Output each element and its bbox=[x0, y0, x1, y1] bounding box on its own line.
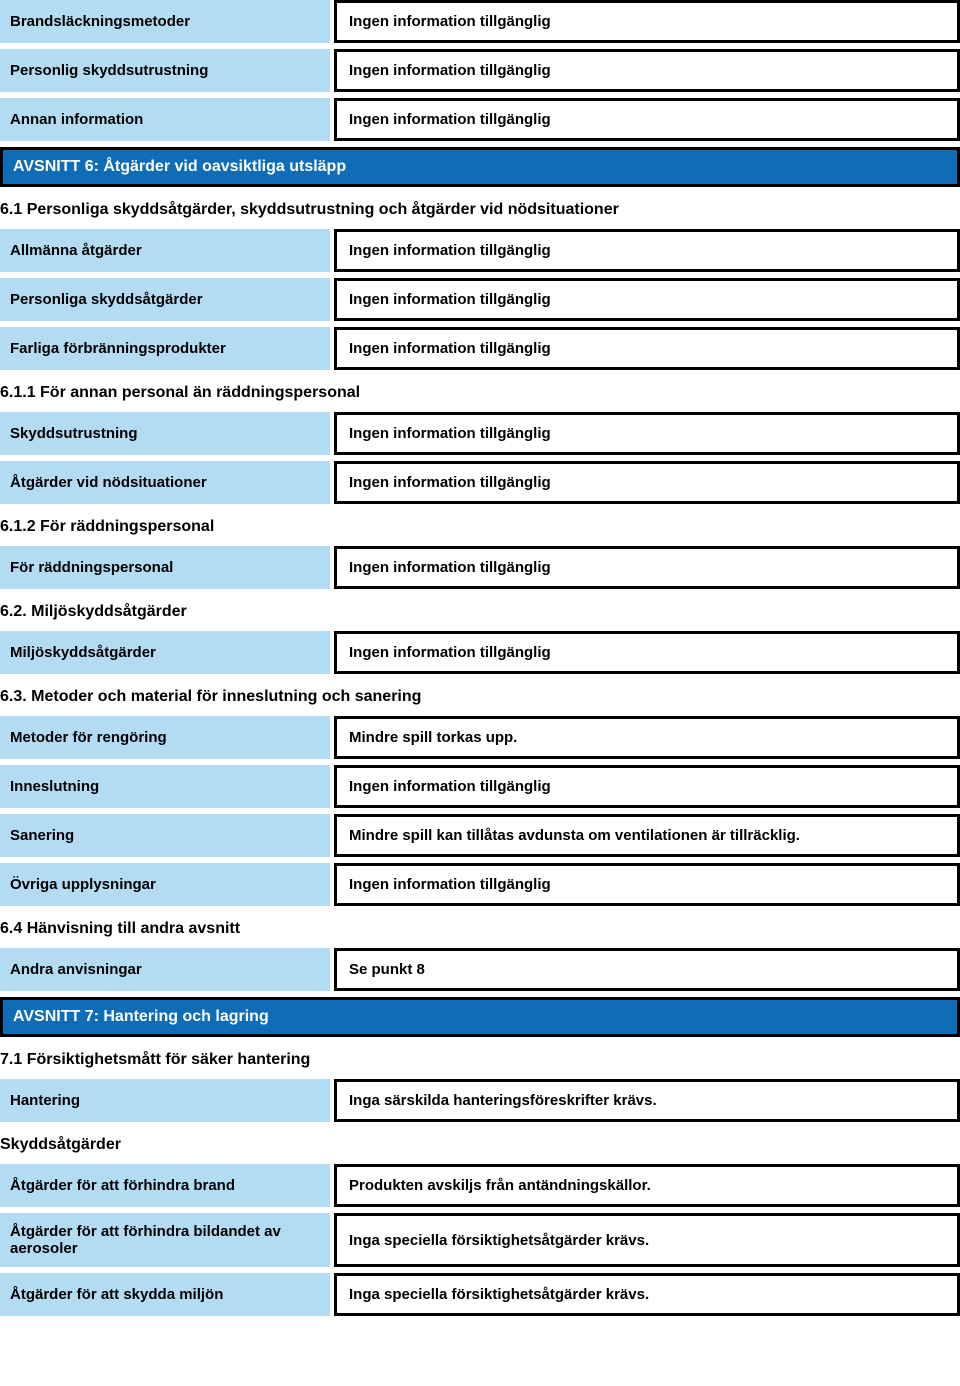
row-value: Mindre spill kan tillåtas avdunsta om ve… bbox=[334, 814, 960, 857]
row-label: Personlig skyddsutrustning bbox=[0, 49, 330, 92]
row-value: Ingen information tillgänglig bbox=[334, 229, 960, 272]
row-label: Miljöskyddsåtgärder bbox=[0, 631, 330, 674]
row-label: Sanering bbox=[0, 814, 330, 857]
row-value: Ingen information tillgänglig bbox=[334, 863, 960, 906]
info-row: Hantering Inga särskilda hanteringsföres… bbox=[0, 1079, 960, 1122]
subheading-6-1-1: 6.1.1 För annan personal än räddningsper… bbox=[0, 376, 960, 410]
subheading-6-1-2: 6.1.2 För räddningspersonal bbox=[0, 510, 960, 544]
row-value: Ingen information tillgänglig bbox=[334, 98, 960, 141]
row-label: Skyddsutrustning bbox=[0, 412, 330, 455]
info-row: Brandsläckningsmetoder Ingen information… bbox=[0, 0, 960, 43]
subheading-6-1: 6.1 Personliga skyddsåtgärder, skyddsutr… bbox=[0, 193, 960, 227]
row-label: För räddningspersonal bbox=[0, 546, 330, 589]
row-value: Ingen information tillgänglig bbox=[334, 631, 960, 674]
info-row: Andra anvisningar Se punkt 8 bbox=[0, 948, 960, 991]
subheading-skydd: Skyddsåtgärder bbox=[0, 1128, 960, 1162]
info-row: Åtgärder för att skydda miljön Inga spec… bbox=[0, 1273, 960, 1316]
section-7-title: AVSNITT 7: Hantering och lagring bbox=[0, 997, 960, 1037]
row-label: Övriga upplysningar bbox=[0, 863, 330, 906]
row-value: Se punkt 8 bbox=[334, 948, 960, 991]
info-row: Farliga förbränningsprodukter Ingen info… bbox=[0, 327, 960, 370]
row-value: Inga särskilda hanteringsföreskrifter kr… bbox=[334, 1079, 960, 1122]
row-value: Inga speciella försiktighetsåtgärder krä… bbox=[334, 1213, 960, 1267]
row-label: Personliga skyddsåtgärder bbox=[0, 278, 330, 321]
row-label: Brandsläckningsmetoder bbox=[0, 0, 330, 43]
row-label: Hantering bbox=[0, 1079, 330, 1122]
row-label: Farliga förbränningsprodukter bbox=[0, 327, 330, 370]
info-row: För räddningspersonal Ingen information … bbox=[0, 546, 960, 589]
row-label: Metoder för rengöring bbox=[0, 716, 330, 759]
info-row: Personlig skyddsutrustning Ingen informa… bbox=[0, 49, 960, 92]
info-row: Åtgärder för att förhindra bildandet av … bbox=[0, 1213, 960, 1267]
row-label: Annan information bbox=[0, 98, 330, 141]
row-label: Andra anvisningar bbox=[0, 948, 330, 991]
row-value: Ingen information tillgänglig bbox=[334, 765, 960, 808]
info-row: Åtgärder vid nödsituationer Ingen inform… bbox=[0, 461, 960, 504]
row-value: Inga speciella försiktighetsåtgärder krä… bbox=[334, 1273, 960, 1316]
row-value: Produkten avskiljs från antändningskällo… bbox=[334, 1164, 960, 1207]
info-row: Personliga skyddsåtgärder Ingen informat… bbox=[0, 278, 960, 321]
row-label: Åtgärder vid nödsituationer bbox=[0, 461, 330, 504]
row-label: Inneslutning bbox=[0, 765, 330, 808]
info-row: Skyddsutrustning Ingen information tillg… bbox=[0, 412, 960, 455]
info-row: Annan information Ingen information till… bbox=[0, 98, 960, 141]
row-value: Ingen information tillgänglig bbox=[334, 0, 960, 43]
row-value: Ingen information tillgänglig bbox=[334, 49, 960, 92]
row-value: Ingen information tillgänglig bbox=[334, 412, 960, 455]
subheading-6-2: 6.2. Miljöskyddsåtgärder bbox=[0, 595, 960, 629]
info-row: Metoder för rengöring Mindre spill torka… bbox=[0, 716, 960, 759]
row-label: Åtgärder för att förhindra bildandet av … bbox=[0, 1213, 330, 1267]
info-row: Övriga upplysningar Ingen information ti… bbox=[0, 863, 960, 906]
row-label: Åtgärder för att skydda miljön bbox=[0, 1273, 330, 1316]
info-row: Åtgärder för att förhindra brand Produkt… bbox=[0, 1164, 960, 1207]
subheading-6-3: 6.3. Metoder och material för inneslutni… bbox=[0, 680, 960, 714]
row-label: Åtgärder för att förhindra brand bbox=[0, 1164, 330, 1207]
subheading-7-1: 7.1 Försiktighetsmått för säker hanterin… bbox=[0, 1043, 960, 1077]
info-row: Allmänna åtgärder Ingen information till… bbox=[0, 229, 960, 272]
row-label: Allmänna åtgärder bbox=[0, 229, 330, 272]
subheading-6-4: 6.4 Hänvisning till andra avsnitt bbox=[0, 912, 960, 946]
row-value: Ingen information tillgänglig bbox=[334, 546, 960, 589]
info-row: Inneslutning Ingen information tillgängl… bbox=[0, 765, 960, 808]
row-value: Ingen information tillgänglig bbox=[334, 461, 960, 504]
info-row: Sanering Mindre spill kan tillåtas avdun… bbox=[0, 814, 960, 857]
section-6-title: AVSNITT 6: Åtgärder vid oavsiktliga utsl… bbox=[0, 147, 960, 187]
row-value: Ingen information tillgänglig bbox=[334, 278, 960, 321]
info-row: Miljöskyddsåtgärder Ingen information ti… bbox=[0, 631, 960, 674]
row-value: Mindre spill torkas upp. bbox=[334, 716, 960, 759]
row-value: Ingen information tillgänglig bbox=[334, 327, 960, 370]
